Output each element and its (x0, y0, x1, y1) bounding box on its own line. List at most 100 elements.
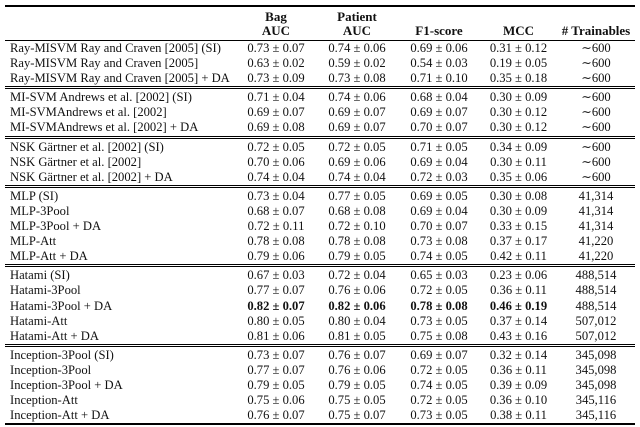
metric-value: 0.63 ± 0.02 (247, 56, 305, 71)
header-line: AUC (261, 22, 291, 38)
metric-value: 0.69 ± 0.07 (410, 105, 468, 120)
metric-value: 0.69 ± 0.07 (398, 343, 480, 363)
metric-value: 0.73 ± 0.05 (410, 313, 468, 328)
method-name: Ray-MISVM Ray and Craven [2005] (SI) (10, 41, 221, 55)
metric-value: 0.73 ± 0.05 (410, 408, 468, 423)
table-row: Hatami-Att + DA 0.81 ± 0.06 0.81 ± 0.05 0.7… (5, 329, 635, 346)
metric-value: 0.72 ± 0.05 (410, 283, 468, 298)
table-row: Inception-3Pool (SI) 0.73 ± 0.07 0.76 ± 0.… (5, 343, 635, 363)
metric-value: 0.37 ± 0.14 (489, 313, 548, 328)
metric-value: 0.36 ± 0.10 (489, 393, 548, 408)
metric-value: 0.37 ± 0.17 (489, 234, 548, 249)
table-row: Inception-Att 0.75 ± 0.06 0.75 ± 0.05 0.72 … (5, 393, 635, 408)
metric-value: 0.81 ± 0.05 (328, 328, 386, 343)
metric-value: 0.72 ± 0.05 (316, 135, 398, 155)
metric-value: 41,314 (557, 184, 635, 204)
method-name: MLP-Att + DA (10, 249, 88, 264)
method-name: MLP-Att (10, 234, 57, 249)
header-line: AUC (342, 22, 372, 38)
method-name: Hatami-3Pool + DA (10, 298, 113, 313)
metric-value: 0.73 ± 0.08 (328, 71, 386, 86)
metric-value: 0.77 ± 0.05 (316, 184, 398, 204)
method-name: Hatami-Att (10, 313, 68, 328)
metric-value: 0.43 ± 0.16 (489, 328, 548, 343)
table-row: Ray-MISVM Ray and Craven [2005] 0.63 ± 0.… (5, 56, 635, 71)
metric-value: 0.19 ± 0.05 (489, 56, 548, 71)
metric-value: 0.65 ± 0.03 (398, 264, 480, 284)
metric-value: 0.74 ± 0.06 (316, 86, 398, 106)
metric-value: 0.33 ± 0.15 (489, 219, 548, 234)
metric-value: 0.72 ± 0.10 (328, 219, 386, 234)
metric-value: 0.78 ± 0.08 (328, 234, 386, 249)
method-name: MI-SVM Andrews et al. [2002] (SI) (5, 86, 236, 106)
table-row: NSK Gärtner et al. [2002] (SI) 0.72 ± 0.0… (5, 135, 635, 155)
metric-value: 0.74 ± 0.05 (410, 377, 468, 392)
table-row: Inception-Att + DA 0.76 ± 0.07 0.75 ± 0.07… (5, 408, 635, 424)
metric-value: 0.30 ± 0.09 (480, 86, 557, 106)
metric-value: 0.30 ± 0.11 (490, 154, 547, 169)
metric-value: 0.80 ± 0.05 (247, 313, 305, 328)
metric-value: 0.79 ± 0.06 (247, 249, 305, 264)
metric-value: 0.32 ± 0.14 (480, 343, 557, 363)
metric-value: ∼600 (581, 71, 611, 86)
header-row: Bag AUC Patient AUC F1-score MCC # Trainab… (5, 6, 635, 41)
metric-value: 0.70 ± 0.07 (410, 219, 468, 234)
metric-value: 345,098 (557, 343, 635, 363)
metric-value: 0.76 ± 0.06 (328, 362, 386, 377)
metric-value: 0.30 ± 0.09 (489, 203, 548, 218)
metric-value: 0.72 ± 0.03 (410, 169, 468, 184)
metric-value: 0.75 ± 0.06 (247, 393, 305, 408)
header-line: Patient (337, 9, 377, 24)
method-name: Inception-Att (10, 393, 78, 408)
metric-value: 0.81 ± 0.06 (247, 328, 305, 343)
metric-value: 0.73 ± 0.07 (236, 343, 316, 363)
metric-value: 0.70 ± 0.06 (247, 154, 305, 169)
metric-value: ∼600 (581, 56, 611, 71)
metric-value: ∼600 (581, 120, 611, 135)
metric-value: 0.54 ± 0.03 (410, 56, 468, 71)
metric-value: 0.77 ± 0.07 (247, 283, 305, 298)
metric-value: 507,012 (575, 328, 617, 343)
header-line: Bag (265, 9, 287, 24)
metric-value: ∼600 (581, 154, 611, 169)
table-row: MLP (SI) 0.73 ± 0.04 0.77 ± 0.05 0.69 ± 0.0… (5, 184, 635, 204)
metric-value: 0.69 ± 0.05 (398, 184, 480, 204)
metric-value: 0.34 ± 0.09 (480, 135, 557, 155)
metric-value: 0.73 ± 0.09 (247, 71, 305, 86)
metric-value: 345,098 (575, 377, 617, 392)
metric-value: 507,012 (575, 313, 617, 328)
method-name: MLP-3Pool + DA (10, 219, 102, 234)
method-name: NSK Gärtner et al. [2002] + DA (10, 169, 173, 184)
metric-value: 0.42 ± 0.11 (490, 249, 547, 264)
metric-value: 0.70 ± 0.07 (410, 120, 468, 135)
metric-value: 0.68 ± 0.08 (328, 203, 386, 218)
metric-value: 0.71 ± 0.05 (398, 135, 480, 155)
metric-value: 488,514 (575, 298, 617, 313)
metric-value: 0.78 ± 0.08 (410, 298, 468, 313)
metric-value: 0.72 ± 0.05 (236, 135, 316, 155)
metric-value: 41,314 (578, 203, 614, 218)
metric-value: 0.74 ± 0.05 (410, 249, 468, 264)
metric-value: 0.76 ± 0.07 (247, 408, 305, 423)
metric-value: 0.73 ± 0.07 (247, 41, 305, 55)
metric-value: 0.30 ± 0.12 (489, 120, 548, 135)
metric-value: ∼600 (557, 86, 635, 106)
col-header-trainables: # Trainables (557, 6, 635, 41)
method-name: Ray-MISVM Ray and Craven [2005] + DA (10, 71, 230, 86)
metric-value: 0.69 ± 0.07 (328, 105, 386, 120)
method-name: MLP-3Pool (10, 203, 70, 218)
method-name: Inception-3Pool + DA (10, 377, 123, 392)
metric-value: 0.35 ± 0.18 (489, 71, 548, 86)
metric-value: 0.79 ± 0.05 (328, 377, 386, 392)
table-row: MI-SVMAndrews et al. [2002] + DA 0.69 ± 0… (5, 120, 635, 137)
method-name: Ray-MISVM Ray and Craven [2005] (10, 56, 199, 71)
metric-value: 0.79 ± 0.05 (328, 249, 386, 264)
metric-value: 0.76 ± 0.06 (328, 283, 386, 298)
metric-value: 0.73 ± 0.04 (236, 184, 316, 204)
method-name: NSK Gärtner et al. [2002] (10, 154, 142, 169)
metric-value: 0.23 ± 0.06 (480, 264, 557, 284)
metric-value: 0.69 ± 0.07 (328, 120, 386, 135)
metric-value: 0.67 ± 0.03 (236, 264, 316, 284)
table-row: MLP-3Pool + DA 0.72 ± 0.11 0.72 ± 0.10 0.70… (5, 219, 635, 234)
table-row: Hatami-Att 0.80 ± 0.05 0.80 ± 0.04 0.73 ± 0… (5, 314, 635, 329)
